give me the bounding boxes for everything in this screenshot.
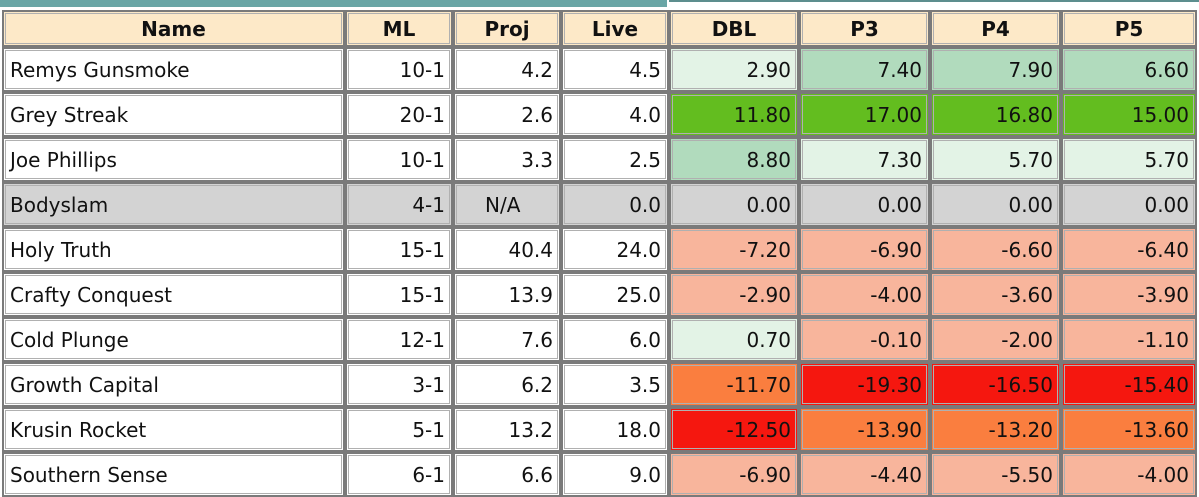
cell-p4: 16.80: [930, 92, 1061, 137]
cell-p3: -0.10: [799, 317, 930, 362]
cell-name: Southern Sense: [2, 452, 345, 497]
header-p3: P3: [799, 10, 930, 47]
cell-p4: 5.70: [930, 137, 1061, 182]
cell-live: 3.5: [561, 362, 669, 407]
cell-live: 4.0: [561, 92, 669, 137]
cell-ml: 3-1: [345, 362, 453, 407]
cell-proj: 6.6: [453, 452, 561, 497]
cell-proj: N/A: [453, 182, 561, 227]
cell-dbl: -12.50: [669, 407, 799, 452]
cell-live: 18.0: [561, 407, 669, 452]
cell-ml: 20-1: [345, 92, 453, 137]
cell-ml: 15-1: [345, 227, 453, 272]
cell-live: 6.0: [561, 317, 669, 362]
cell-name: Growth Capital: [2, 362, 345, 407]
cell-proj: 3.3: [453, 137, 561, 182]
cell-p3: -13.90: [799, 407, 930, 452]
cell-ml: 10-1: [345, 137, 453, 182]
header-ml: ML: [345, 10, 453, 47]
cell-dbl: 8.80: [669, 137, 799, 182]
cell-proj: 13.9: [453, 272, 561, 317]
cell-name: Holy Truth: [2, 227, 345, 272]
cell-dbl: 0.00: [669, 182, 799, 227]
cell-p3: 17.00: [799, 92, 930, 137]
cell-p4: -3.60: [930, 272, 1061, 317]
cell-p3: -4.00: [799, 272, 930, 317]
cell-dbl: -2.90: [669, 272, 799, 317]
cell-p5: 0.00: [1061, 182, 1197, 227]
cell-live: 0.0: [561, 182, 669, 227]
cell-ml: 12-1: [345, 317, 453, 362]
cell-proj: 6.2: [453, 362, 561, 407]
cell-ml: 4-1: [345, 182, 453, 227]
cell-p3: -6.90: [799, 227, 930, 272]
cell-p5: -13.60: [1061, 407, 1197, 452]
cell-p5: 15.00: [1061, 92, 1197, 137]
cell-proj: 40.4: [453, 227, 561, 272]
cell-name: Remys Gunsmoke: [2, 47, 345, 92]
cell-p4: -13.20: [930, 407, 1061, 452]
cell-dbl: -6.90: [669, 452, 799, 497]
cell-p3: -4.40: [799, 452, 930, 497]
header-p5: P5: [1061, 10, 1197, 47]
cell-dbl: 11.80: [669, 92, 799, 137]
cell-dbl: 2.90: [669, 47, 799, 92]
cell-p5: -1.10: [1061, 317, 1197, 362]
cell-p3: 7.30: [799, 137, 930, 182]
header-p4: P4: [930, 10, 1061, 47]
cell-p5: -6.40: [1061, 227, 1197, 272]
cell-proj: 2.6: [453, 92, 561, 137]
cell-p3: 7.40: [799, 47, 930, 92]
cell-p4: -5.50: [930, 452, 1061, 497]
cell-ml: 5-1: [345, 407, 453, 452]
header-name: Name: [2, 10, 345, 47]
cell-proj: 4.2: [453, 47, 561, 92]
cell-p4: -6.60: [930, 227, 1061, 272]
cell-live: 4.5: [561, 47, 669, 92]
cell-p5: -4.00: [1061, 452, 1197, 497]
top-banner-strip-right: [669, 0, 1199, 7]
cell-name: Krusin Rocket: [2, 407, 345, 452]
cell-live: 2.5: [561, 137, 669, 182]
cell-name: Bodyslam: [2, 182, 345, 227]
cell-p5: -3.90: [1061, 272, 1197, 317]
cell-p3: -19.30: [799, 362, 930, 407]
cell-name: Crafty Conquest: [2, 272, 345, 317]
cell-live: 9.0: [561, 452, 669, 497]
cell-p5: -15.40: [1061, 362, 1197, 407]
cell-p3: 0.00: [799, 182, 930, 227]
cell-live: 25.0: [561, 272, 669, 317]
cell-proj: 13.2: [453, 407, 561, 452]
cell-live: 24.0: [561, 227, 669, 272]
cell-p4: -2.00: [930, 317, 1061, 362]
header-dbl: DBL: [669, 10, 799, 47]
cell-ml: 6-1: [345, 452, 453, 497]
header-live: Live: [561, 10, 669, 47]
cell-ml: 15-1: [345, 272, 453, 317]
cell-dbl: -7.20: [669, 227, 799, 272]
cell-p4: 0.00: [930, 182, 1061, 227]
cell-p4: -16.50: [930, 362, 1061, 407]
cell-proj: 7.6: [453, 317, 561, 362]
cell-name: Grey Streak: [2, 92, 345, 137]
header-proj: Proj: [453, 10, 561, 47]
cell-p5: 6.60: [1061, 47, 1197, 92]
cell-dbl: -11.70: [669, 362, 799, 407]
cell-name: Cold Plunge: [2, 317, 345, 362]
cell-ml: 10-1: [345, 47, 453, 92]
cell-name: Joe Phillips: [2, 137, 345, 182]
top-banner-strip: [0, 0, 667, 7]
cell-p4: 7.90: [930, 47, 1061, 92]
cell-p5: 5.70: [1061, 137, 1197, 182]
cell-dbl: 0.70: [669, 317, 799, 362]
